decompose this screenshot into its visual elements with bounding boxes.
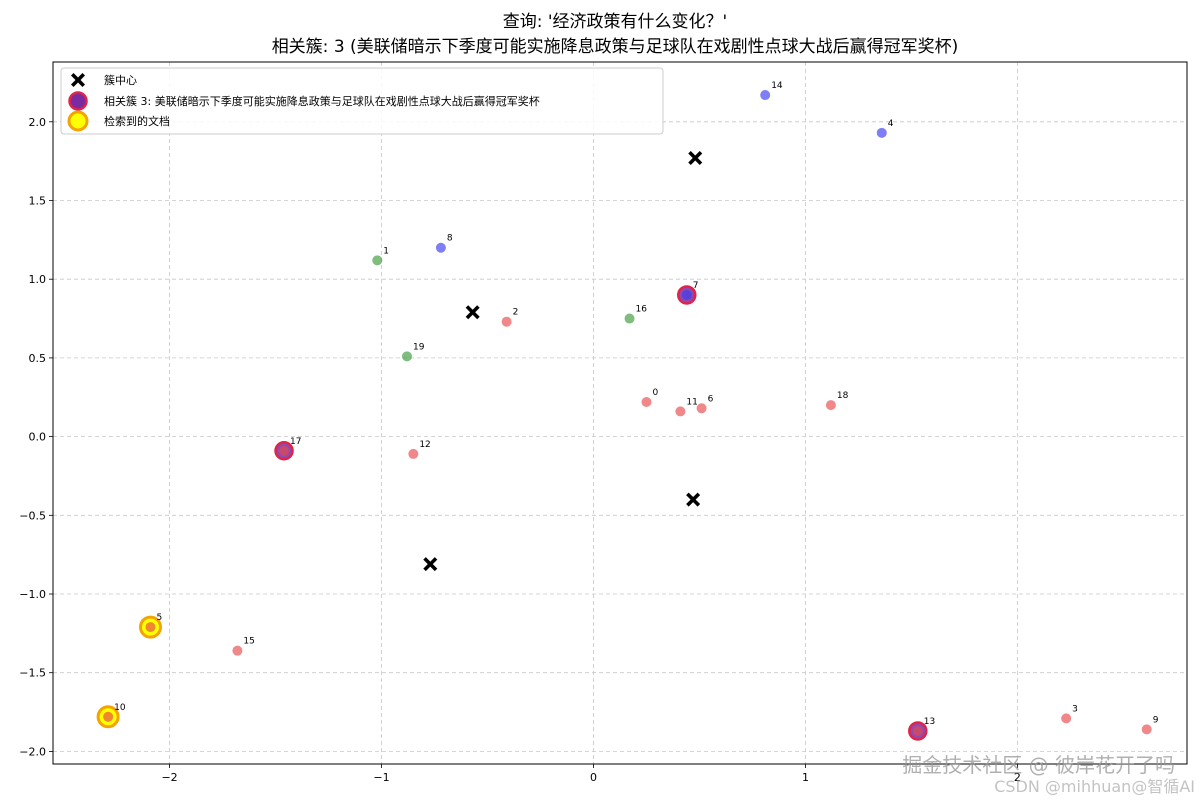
legend-label: 相关簇 3: 美联储暗示下季度可能实施降息政策与足球队在戏剧性点球大战后赢得冠军…	[104, 94, 540, 108]
doc-point	[501, 316, 512, 327]
y-tick-label: −1.0	[19, 588, 46, 601]
point-label: 15	[243, 637, 254, 647]
point-label: 1	[383, 246, 389, 256]
y-tick-label: −2.0	[19, 745, 46, 758]
grid-layer	[53, 62, 1187, 764]
legend-retrieved-marker	[67, 110, 89, 132]
watermark-sub: CSDN @mihhuan@智循AI	[994, 777, 1195, 796]
doc-point	[760, 90, 771, 101]
y-tick-label: 0.5	[29, 352, 47, 365]
doc-point	[401, 351, 412, 362]
point-label: 2	[513, 308, 519, 318]
cluster-center-marker	[688, 151, 703, 166]
y-tick-label: 0.0	[29, 431, 47, 444]
y-tick-label: 2.0	[29, 116, 47, 129]
doc-point	[232, 645, 243, 656]
y-tick-label: 1.0	[29, 273, 47, 286]
legend-label: 簇中心	[104, 73, 137, 87]
document-points	[96, 90, 1152, 741]
doc-point	[1061, 713, 1072, 724]
doc-point	[912, 725, 923, 736]
x-tick-label: −1	[373, 771, 389, 784]
y-tick-label: −1.5	[19, 667, 46, 680]
x-tick-label: −2	[161, 771, 177, 784]
point-label: 9	[1153, 715, 1159, 725]
doc-point	[825, 400, 836, 411]
point-label: 5	[157, 613, 163, 623]
point-label: 10	[114, 703, 126, 713]
doc-point	[1141, 724, 1152, 735]
point-label: 12	[419, 440, 430, 450]
x-tick-label: 0	[590, 771, 597, 784]
point-label: 18	[837, 391, 849, 401]
cluster-center-marker	[686, 492, 701, 507]
axes-layer	[52, 61, 1188, 765]
cluster-centers	[423, 151, 703, 572]
doc-point	[408, 448, 419, 459]
point-label: 19	[413, 342, 425, 352]
point-label: 7	[693, 281, 699, 291]
point-label: 0	[652, 388, 658, 398]
legend-center-marker	[71, 73, 85, 87]
point-label: 11	[686, 397, 697, 407]
legend-label: 检索到的文档	[104, 114, 170, 128]
ticks-layer: −2 −1 0 1 2−2.0−1.5−1.0−0.50.00.51.01.52.0	[19, 116, 1021, 784]
point-label: 14	[771, 81, 783, 91]
doc-point	[435, 242, 446, 253]
doc-point	[145, 622, 156, 633]
plot-frame	[52, 61, 1188, 765]
doc-point	[624, 313, 635, 324]
watermark-main: 掘金技术社区 @ 彼岸花开了吗	[902, 753, 1175, 777]
point-label: 6	[708, 394, 714, 404]
doc-point	[372, 255, 383, 266]
cluster-center-marker	[423, 557, 438, 572]
cluster-center-marker	[465, 305, 480, 320]
chart-subtitle: 相关簇: 3 (美联储暗示下季度可能实施降息政策与足球队在戏剧性点球大战后赢得冠…	[272, 37, 959, 57]
y-tick-label: 1.5	[29, 195, 47, 208]
x-tick-label: 2	[1014, 771, 1021, 784]
doc-point	[681, 289, 692, 300]
doc-point	[279, 445, 290, 456]
point-label: 8	[447, 234, 453, 244]
chart-title: 查询: '经济政策有什么变化？'	[503, 12, 727, 32]
legend-box	[60, 67, 664, 135]
point-label: 3	[1072, 704, 1078, 714]
point-label: 13	[924, 717, 935, 727]
doc-point	[641, 396, 652, 407]
doc-point	[103, 711, 114, 722]
doc-point	[675, 406, 686, 417]
x-tick-label: 1	[802, 771, 809, 784]
legend-related-marker	[68, 91, 88, 111]
doc-point	[876, 127, 887, 138]
doc-point	[696, 403, 707, 414]
y-tick-label: −0.5	[19, 509, 46, 522]
point-label: 16	[636, 305, 648, 315]
point-label: 4	[888, 119, 894, 129]
point-label: 17	[290, 437, 301, 447]
